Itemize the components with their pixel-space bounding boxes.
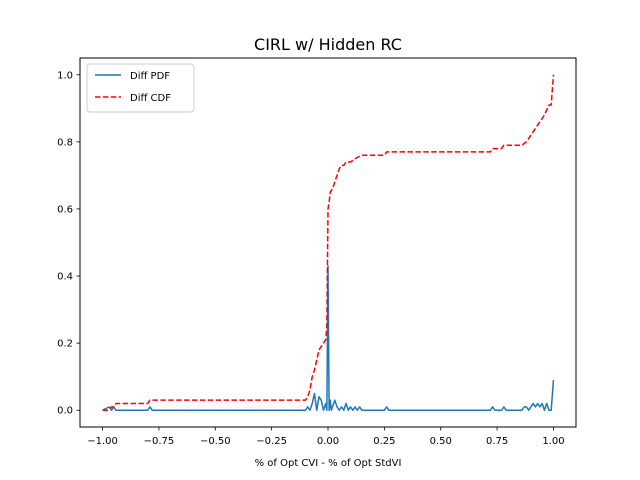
x-axis-label: % of Opt CVI - % of Opt StdVI bbox=[255, 458, 402, 469]
x-tick-label: 0.00 bbox=[317, 436, 339, 447]
plot-frame bbox=[79, 57, 577, 428]
chart-title: CIRL w/ Hidden RC bbox=[254, 35, 402, 54]
legend-label-diff-pdf: Diff PDF bbox=[130, 71, 170, 82]
legend: Diff PDF Diff CDF bbox=[86, 63, 195, 113]
x-tick-label: −0.50 bbox=[200, 436, 231, 447]
legend-label-diff-cdf: Diff CDF bbox=[130, 93, 171, 104]
x-tick-label: 1.00 bbox=[542, 436, 564, 447]
y-tick-label: 0.6 bbox=[57, 204, 73, 215]
x-axis: −1.00 −0.75 −0.50 −0.25 0.00 0.25 0.50 0.75 1.00 bbox=[87, 427, 565, 447]
y-tick-label: 0.8 bbox=[57, 137, 73, 148]
y-tick-label: 0.0 bbox=[57, 406, 73, 417]
x-tick-label: −0.75 bbox=[144, 436, 175, 447]
y-tick-label: 1.0 bbox=[57, 70, 73, 81]
x-tick-label: 0.50 bbox=[430, 436, 452, 447]
y-axis: 0.0 0.2 0.4 0.6 0.8 1.0 bbox=[57, 70, 80, 417]
x-tick-label: −1.00 bbox=[87, 436, 118, 447]
series-line-diff-pdf bbox=[102, 265, 555, 411]
y-tick-label: 0.2 bbox=[57, 339, 73, 350]
plot-lines bbox=[102, 74, 555, 411]
y-tick-label: 0.4 bbox=[57, 272, 73, 283]
x-tick-label: 0.25 bbox=[373, 436, 395, 447]
x-tick-label: −0.25 bbox=[256, 436, 287, 447]
series-line-diff-cdf bbox=[102, 74, 555, 411]
legend-box bbox=[86, 63, 195, 113]
x-tick-label: 0.75 bbox=[486, 436, 508, 447]
